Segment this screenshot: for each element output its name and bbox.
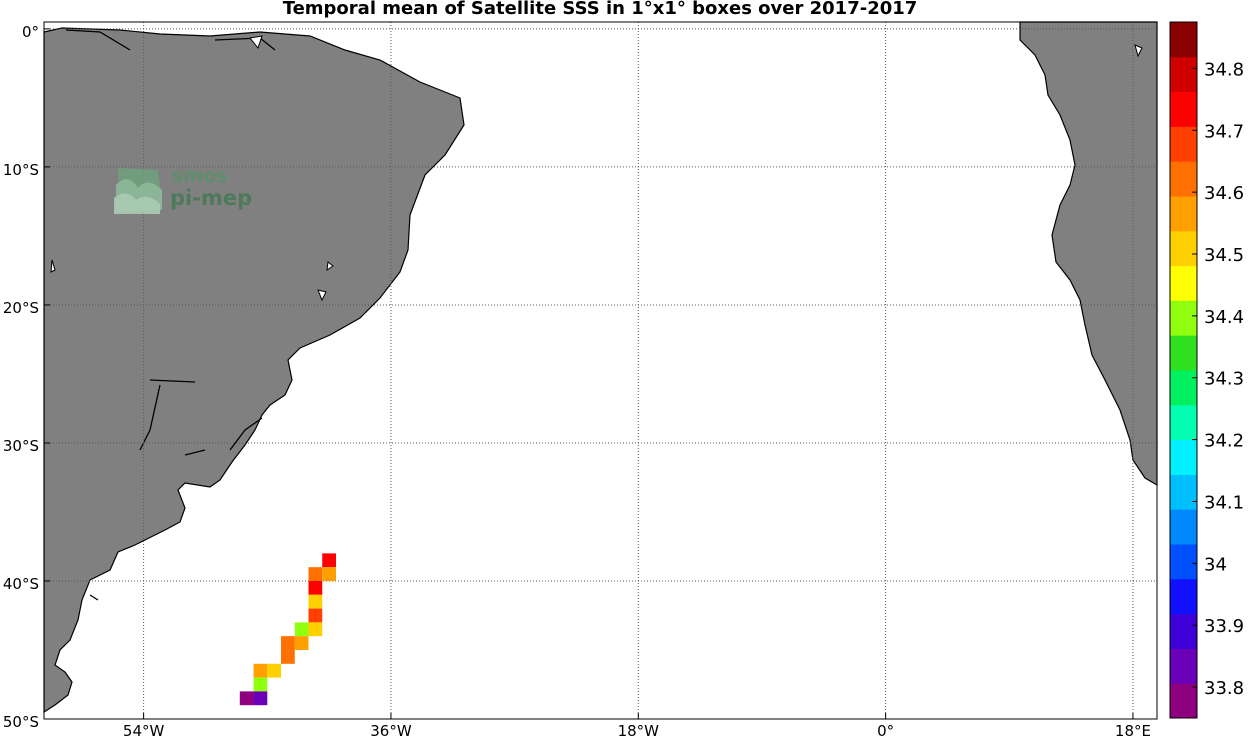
colorbar-tick-label: 34.5 — [1204, 245, 1244, 266]
lat-tick-label: 50°S — [3, 713, 39, 731]
lat-tick-label: 30°S — [3, 437, 39, 455]
sss-box — [253, 663, 268, 678]
sss-box — [281, 649, 295, 664]
colorbar-segment — [1170, 91, 1197, 127]
map-frame — [43, 21, 1158, 720]
map-title: Temporal mean of Satellite SSS in 1°x1° … — [282, 0, 918, 19]
lon-tick-label: 54°W — [123, 722, 165, 739]
sss-box — [253, 691, 268, 706]
colorbar-segment — [1170, 683, 1197, 719]
colorbar-tick-label: 34.1 — [1204, 492, 1244, 513]
colorbar-segment — [1170, 126, 1197, 162]
colorbar-segment — [1170, 648, 1197, 684]
sss-box — [322, 553, 336, 568]
sss-box — [281, 636, 295, 650]
colorbar-segment — [1170, 578, 1197, 615]
latitude-axis: 0° 10°S 20°S 30°S 40°S 50°S — [3, 23, 50, 731]
lon-tick-label: 0° — [877, 722, 894, 739]
colorbar-segment — [1170, 544, 1197, 580]
lon-tick-label: 36°W — [370, 722, 412, 739]
colorbar-tick-label: 34.2 — [1204, 431, 1244, 452]
longitude-axis: 54°W 36°W 18°W 0° 18°E — [123, 713, 1151, 739]
colorbar-segment — [1170, 56, 1197, 93]
sss-box — [308, 622, 323, 637]
sss-box — [308, 608, 323, 623]
colorbar-segment — [1170, 404, 1197, 441]
sss-box — [294, 636, 309, 650]
logo-text-pi-mep: pi-mep — [170, 186, 252, 210]
colorbar-segment — [1170, 335, 1197, 371]
sss-box — [322, 567, 336, 581]
lat-tick-label: 10°S — [3, 161, 39, 179]
smos-pi-mep-logo: smos pi-mep — [114, 165, 252, 214]
lat-tick-label: 20°S — [3, 299, 39, 317]
colorbar-tick-label: 34.4 — [1204, 307, 1244, 328]
lat-tick-label: 40°S — [3, 575, 39, 593]
colorbar-segment — [1170, 265, 1197, 301]
colorbar-tick-label: 34.8 — [1204, 59, 1244, 80]
graticule — [44, 22, 1157, 720]
colorbar-segment — [1170, 161, 1197, 197]
colorbar-segment — [1170, 22, 1197, 58]
colorbar-segment — [1170, 613, 1197, 649]
colorbar-tick-label: 33.9 — [1204, 616, 1244, 637]
colorbar-segment — [1170, 439, 1197, 475]
colorbar-tick-label: 34 — [1204, 554, 1227, 575]
sss-box — [294, 622, 309, 637]
colorbar-segment — [1170, 509, 1197, 545]
logo-icon — [114, 168, 162, 214]
lon-tick-label: 18°E — [1115, 722, 1151, 739]
lon-tick-label: 18°W — [618, 722, 660, 739]
lat-tick-label: 0° — [22, 23, 39, 41]
sss-box — [267, 663, 282, 678]
colorbar-segment — [1170, 230, 1197, 267]
coastline-details — [65, 29, 276, 601]
colorbar-tick-label: 33.8 — [1204, 678, 1244, 699]
inland-water — [50, 35, 1143, 302]
colorbar-segment — [1170, 300, 1197, 336]
sss-box — [308, 567, 323, 581]
sss-box — [308, 594, 323, 609]
sss-boxes-layer — [239, 553, 336, 706]
colorbar-segment — [1170, 474, 1197, 510]
colorbar-tick-label: 34.6 — [1204, 183, 1244, 204]
colorbar: 34.8 34.7 34.6 34.5 34.4 34.3 34.2 34.1 34 33.9 33… — [1169, 21, 1244, 719]
colorbar-tick-label: 34.7 — [1204, 121, 1244, 142]
colorbar-frame — [1169, 21, 1198, 719]
colorbar-segment — [1170, 196, 1197, 232]
colorbar-segment — [1170, 370, 1197, 406]
logo-text-smos: smos — [172, 165, 227, 187]
sss-box — [308, 580, 323, 595]
colorbar-tick-label: 34.3 — [1204, 369, 1244, 390]
sss-box — [253, 677, 268, 692]
sss-box — [239, 691, 254, 706]
africa-landmass — [1019, 21, 1158, 487]
